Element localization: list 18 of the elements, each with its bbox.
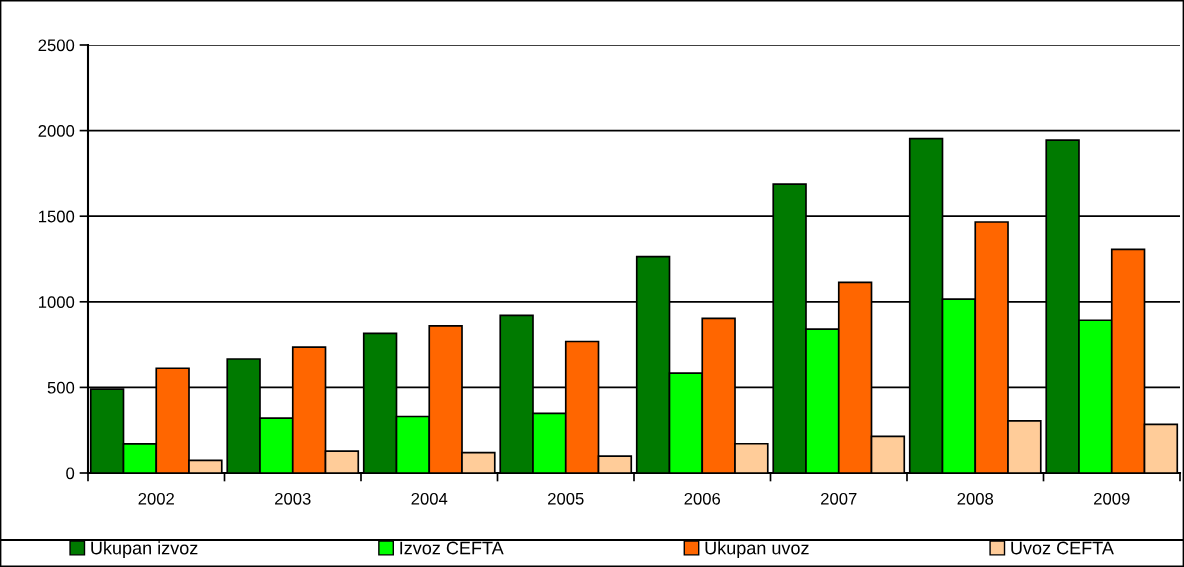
legend-label: Ukupan uvoz (705, 541, 809, 558)
y-tick-label: 2500 (38, 39, 75, 52)
y-tick-label: 2000 (38, 125, 75, 137)
legend-label: Izvoz CEFTA (400, 541, 504, 555)
y-tick-label: 1500 (39, 210, 75, 223)
x-tick-label: 2004 (411, 492, 448, 505)
x-tick-label: 2007 (821, 492, 857, 505)
x-tick-label: 2003 (275, 492, 311, 505)
x-tick-label: 2006 (684, 492, 721, 505)
y-tick-label: 0 (66, 467, 75, 480)
x-tick-label: 2002 (138, 492, 174, 505)
x-tick-label: 2009 (1094, 492, 1130, 505)
x-tick-label: 2005 (548, 492, 584, 505)
y-tick-label: 1000 (39, 296, 75, 308)
legend-label: Ukupan izvoz (91, 541, 198, 558)
legend-label: Uvoz CEFTA (1011, 541, 1114, 555)
y-tick-label: 500 (47, 381, 75, 394)
x-tick-label: 2008 (957, 492, 994, 505)
